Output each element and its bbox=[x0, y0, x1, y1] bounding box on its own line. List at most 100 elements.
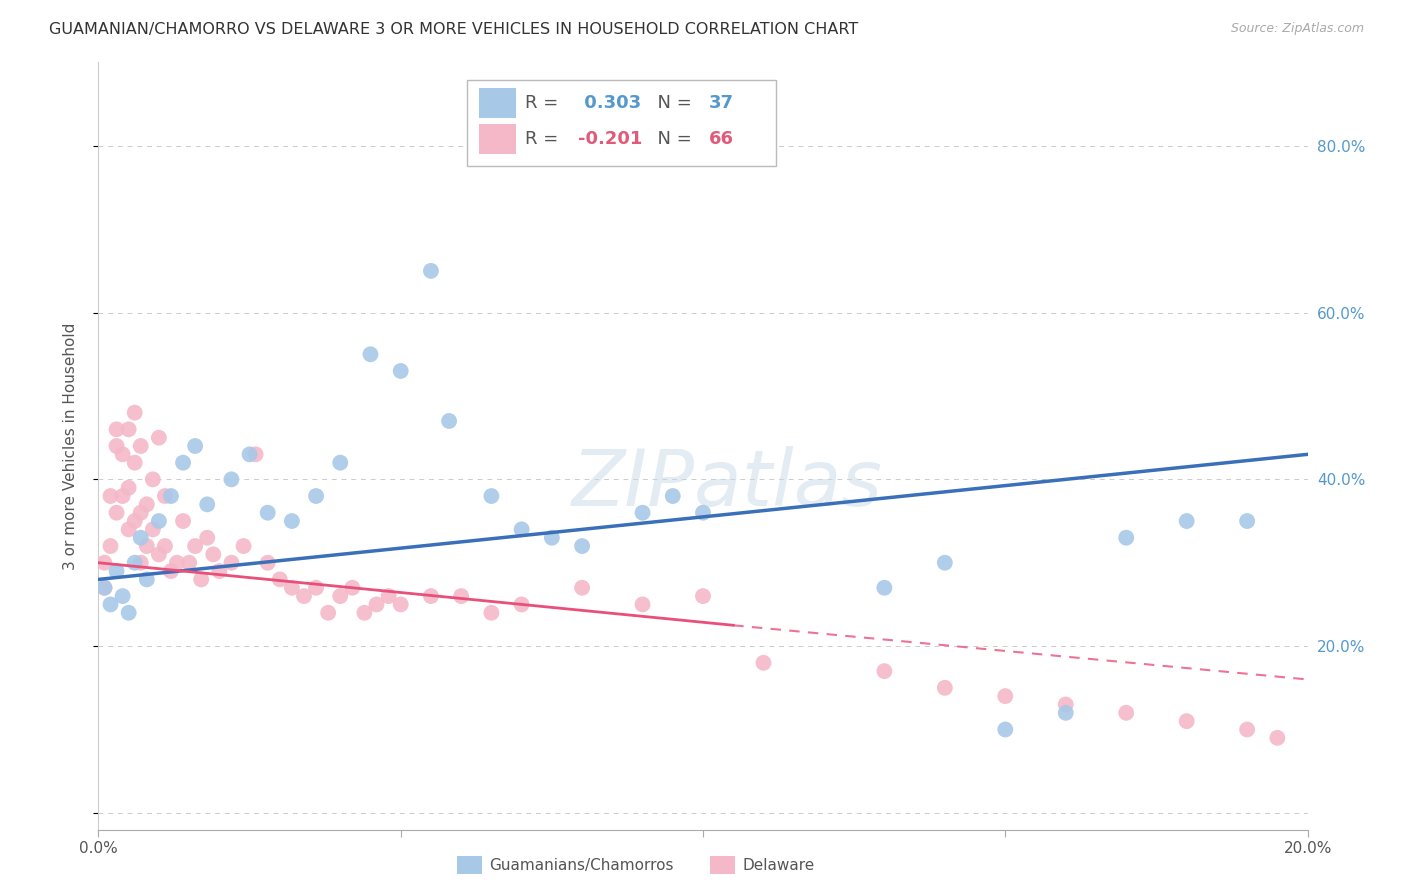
Point bbox=[1236, 723, 1258, 737]
Text: R =: R = bbox=[526, 94, 564, 112]
Text: Source: ZipAtlas.com: Source: ZipAtlas.com bbox=[1230, 22, 1364, 36]
Point bbox=[281, 514, 304, 528]
Point bbox=[1267, 731, 1289, 745]
Point bbox=[118, 606, 141, 620]
Point bbox=[153, 539, 176, 553]
Point bbox=[93, 556, 115, 570]
Y-axis label: 3 or more Vehicles in Household: 3 or more Vehicles in Household bbox=[63, 322, 77, 570]
Point bbox=[934, 556, 956, 570]
Point bbox=[129, 439, 152, 453]
Point bbox=[232, 539, 254, 553]
Text: N =: N = bbox=[647, 94, 697, 112]
Point bbox=[281, 581, 304, 595]
Point bbox=[160, 564, 183, 578]
Point bbox=[245, 447, 267, 461]
Point bbox=[208, 564, 231, 578]
Point bbox=[195, 531, 218, 545]
Point bbox=[172, 456, 194, 470]
Point bbox=[631, 506, 654, 520]
Point bbox=[329, 456, 352, 470]
Point bbox=[1236, 514, 1258, 528]
Point bbox=[100, 598, 122, 612]
Point bbox=[305, 581, 328, 595]
Point bbox=[142, 472, 165, 486]
Point bbox=[111, 589, 134, 603]
Point bbox=[1054, 706, 1077, 720]
Point bbox=[1115, 531, 1137, 545]
Point bbox=[571, 539, 593, 553]
Point bbox=[377, 589, 399, 603]
Point bbox=[160, 489, 183, 503]
Point bbox=[118, 422, 141, 436]
Text: 0.303: 0.303 bbox=[578, 94, 641, 112]
Point bbox=[256, 506, 278, 520]
Point bbox=[481, 489, 503, 503]
Point bbox=[540, 531, 562, 545]
Bar bbox=[479, 124, 516, 154]
Text: Delaware: Delaware bbox=[742, 858, 814, 872]
Point bbox=[129, 531, 152, 545]
Point bbox=[1175, 714, 1198, 728]
Text: GUAMANIAN/CHAMORRO VS DELAWARE 3 OR MORE VEHICLES IN HOUSEHOLD CORRELATION CHART: GUAMANIAN/CHAMORRO VS DELAWARE 3 OR MORE… bbox=[49, 22, 859, 37]
Point bbox=[93, 581, 115, 595]
Point bbox=[111, 447, 134, 461]
Point bbox=[129, 556, 152, 570]
Point bbox=[93, 581, 115, 595]
Point bbox=[148, 514, 170, 528]
Point bbox=[329, 589, 352, 603]
Point bbox=[111, 489, 134, 503]
Point bbox=[100, 539, 122, 553]
Point bbox=[389, 364, 412, 378]
Point bbox=[269, 573, 291, 587]
Point bbox=[1115, 706, 1137, 720]
Point bbox=[100, 489, 122, 503]
Point bbox=[190, 573, 212, 587]
Point bbox=[571, 581, 593, 595]
Point bbox=[353, 606, 375, 620]
Point bbox=[221, 472, 243, 486]
Text: 66: 66 bbox=[709, 130, 734, 148]
Text: -0.201: -0.201 bbox=[578, 130, 643, 148]
Point bbox=[420, 589, 443, 603]
Bar bbox=[479, 87, 516, 119]
Point bbox=[420, 264, 443, 278]
Point bbox=[148, 431, 170, 445]
Point bbox=[166, 556, 188, 570]
Point bbox=[292, 589, 315, 603]
Point bbox=[124, 556, 146, 570]
Point bbox=[124, 406, 146, 420]
Point bbox=[129, 506, 152, 520]
Point bbox=[202, 548, 225, 562]
Point bbox=[179, 556, 201, 570]
Point bbox=[105, 439, 128, 453]
Point bbox=[184, 539, 207, 553]
Point bbox=[105, 422, 128, 436]
Point bbox=[256, 556, 278, 570]
Point bbox=[239, 447, 262, 461]
Point bbox=[195, 497, 218, 511]
Point bbox=[752, 656, 775, 670]
Point bbox=[692, 589, 714, 603]
Text: R =: R = bbox=[526, 130, 564, 148]
Text: 37: 37 bbox=[709, 94, 734, 112]
Point bbox=[1054, 698, 1077, 712]
Point bbox=[1175, 514, 1198, 528]
Point bbox=[118, 522, 141, 536]
Point bbox=[437, 414, 460, 428]
Point bbox=[153, 489, 176, 503]
Point bbox=[124, 456, 146, 470]
Text: Guamanians/Chamorros: Guamanians/Chamorros bbox=[489, 858, 673, 872]
Point bbox=[661, 489, 683, 503]
Point bbox=[510, 598, 533, 612]
Point bbox=[142, 522, 165, 536]
Point bbox=[184, 439, 207, 453]
Point bbox=[873, 581, 896, 595]
Point bbox=[994, 689, 1017, 703]
Point bbox=[510, 522, 533, 536]
Point bbox=[360, 347, 382, 361]
Text: ZIPatlas: ZIPatlas bbox=[572, 446, 883, 523]
Point bbox=[305, 489, 328, 503]
Point bbox=[873, 664, 896, 678]
Point bbox=[994, 723, 1017, 737]
Point bbox=[450, 589, 472, 603]
